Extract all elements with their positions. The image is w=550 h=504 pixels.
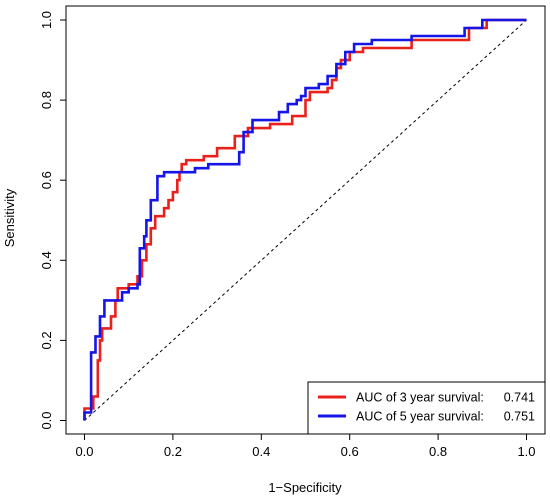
roc-curve-5-year [83, 18, 527, 421]
y-tick-label-0: 0.0 [39, 411, 54, 429]
y-axis-label: Sensitivity [2, 188, 17, 247]
x-tick-label-5: 1.0 [517, 444, 535, 459]
legend-value-3-year: 0.741 [504, 391, 535, 405]
y-tick-label-1: 0.2 [39, 331, 54, 349]
x-tick-label-3: 0.6 [341, 444, 359, 459]
legend-value-5-year: 0.751 [504, 410, 535, 424]
x-tick-label-4: 0.8 [429, 444, 447, 459]
y-tick-label-3: 0.6 [39, 171, 54, 189]
x-axis: 0.0 0.2 0.4 0.6 0.8 1.0 [75, 434, 536, 459]
legend-label-5-year: AUC of 5 year survival: [356, 410, 484, 424]
legend-label-3-year: AUC of 3 year survival: [356, 391, 484, 405]
x-tick-label-2: 0.4 [252, 444, 270, 459]
y-tick-label-5: 1.0 [39, 11, 54, 29]
legend-box [307, 381, 546, 435]
y-tick-label-4: 0.8 [39, 91, 54, 109]
y-axis: 0.0 0.2 0.4 0.6 0.8 1.0 [39, 11, 66, 430]
legend: AUC of 3 year survival: 0.741 AUC of 5 y… [307, 381, 546, 435]
roc-curves [83, 18, 527, 421]
x-axis-label: 1−Specificity [268, 480, 342, 495]
y-tick-label-2: 0.4 [39, 251, 54, 269]
x-tick-label-1: 0.2 [164, 444, 182, 459]
x-tick-label-0: 0.0 [75, 444, 93, 459]
plot-frame [65, 5, 546, 435]
